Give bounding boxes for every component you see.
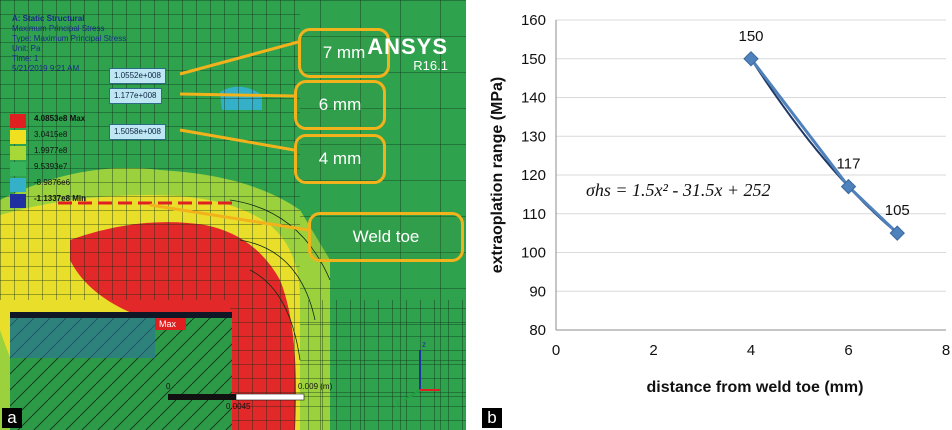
scale-mid-label: 0.0045: [226, 402, 251, 411]
series-line: [749, 57, 899, 235]
x-axis-label: distance from weld toe (mm): [647, 379, 864, 396]
leader-line-6mm: [179, 92, 295, 98]
max-stress-tag: Max: [155, 318, 187, 330]
panel-b-letter: b: [482, 408, 502, 428]
fea-header-line: Maximum Principal Stress: [12, 24, 105, 33]
fea-stress-contour-panel: A: Static Structural Maximum Principal S…: [0, 0, 466, 430]
legend-label: 9.5393e7: [34, 162, 68, 171]
scale-end-label: 0.009 (m): [298, 382, 333, 391]
fea-header-line: 5/21/2019 9:21 AM: [12, 64, 80, 73]
data-point-marker: [840, 178, 857, 195]
leader-line-weld-toe: [149, 203, 309, 232]
legend-label: -1.1337e8 Min: [34, 194, 87, 203]
legend-swatch: [10, 146, 26, 160]
data-point-label: 150: [738, 28, 763, 45]
legend-label: 3.0415e8: [34, 130, 68, 139]
triad-y-label: y: [396, 398, 400, 407]
triad-y-axis: [403, 389, 421, 401]
x-tick-label: 2: [649, 342, 657, 359]
y-tick-label: 130: [521, 128, 546, 145]
y-tick-label: 100: [521, 245, 546, 262]
plate-blue-band: [10, 318, 155, 358]
fit-curve: [750, 58, 898, 234]
y-axis-label: extraoplation range (MPa): [489, 77, 506, 273]
x-tick-label: 8: [942, 342, 950, 359]
y-tick-label: 140: [521, 90, 546, 107]
y-tick-label: 160: [521, 12, 546, 29]
probe-label-6mm: 1.177e+008: [109, 88, 162, 104]
y-tick-label: 80: [529, 322, 546, 339]
extrapolation-chart: 80 90 100 110 120 130 140 150 160 0 2 4 6 8 distance f…: [489, 12, 950, 396]
data-point-label: 117: [837, 156, 861, 173]
y-tick-label: 120: [521, 167, 546, 184]
scale-zero-label: 0: [166, 382, 171, 391]
fit-equation: σhs = 1.5x² - 31.5x + 252: [586, 180, 771, 200]
extrapolation-chart-panel: 80 90 100 110 120 130 140 150 160 0 2 4 6 8 distance f…: [480, 0, 952, 430]
legend-label: 1.9977e8: [34, 146, 68, 155]
fea-header-line: Type: Maximum Principal Stress: [12, 34, 127, 43]
legend-swatch: [10, 162, 26, 176]
fea-header-line: Unit: Pa: [12, 44, 41, 53]
leader-line-4mm: [179, 128, 295, 152]
plate-top-edge: [10, 312, 232, 318]
leader-line-7mm: [179, 40, 299, 76]
data-point-label: 105: [885, 202, 910, 219]
legend-label: 4.0853e8 Max: [34, 114, 86, 123]
data-point-marker: [889, 225, 905, 241]
legend-swatch: [10, 114, 26, 128]
x-tick-label: 0: [552, 342, 560, 359]
scale-bar-dark: [168, 394, 236, 400]
fea-header-line: Time: 1: [12, 54, 39, 63]
probe-label-7mm: 1.0552e+008: [109, 68, 166, 84]
legend-swatch: [10, 194, 26, 208]
fea-header-line: A: Static Structural: [12, 14, 85, 23]
mesh-transition-lines: [229, 199, 331, 361]
mesh-lower-overlay: [230, 300, 466, 430]
callout-7mm: 7 mm: [298, 28, 390, 78]
x-tick-label: 6: [844, 342, 852, 359]
fea-result-header: A: Static Structural Maximum Principal S…: [12, 14, 126, 74]
data-point-marker: [743, 51, 759, 67]
y-tick-label: 110: [522, 206, 546, 223]
legend-swatch: [10, 178, 26, 192]
callout-4mm: 4 mm: [294, 134, 386, 184]
legend-swatch: [10, 130, 26, 144]
ansys-logo: ANSYS: [367, 34, 448, 59]
mesh-fine-overlay: [0, 0, 300, 300]
x-tick-label: 4: [747, 342, 755, 359]
legend-label: -8.9876e6: [34, 178, 71, 187]
callout-weld-toe: Weld toe: [308, 212, 464, 262]
probe-label-4mm: 1.5058e+008: [109, 124, 166, 140]
scale-bar-light: [235, 393, 305, 401]
y-tick-label: 150: [521, 51, 546, 68]
triad-z-label: z: [422, 340, 426, 349]
panel-a-letter: a: [2, 408, 22, 428]
y-tick-label: 90: [529, 283, 546, 300]
ansys-version: R16.1: [413, 58, 448, 73]
callout-6mm: 6 mm: [294, 80, 386, 130]
